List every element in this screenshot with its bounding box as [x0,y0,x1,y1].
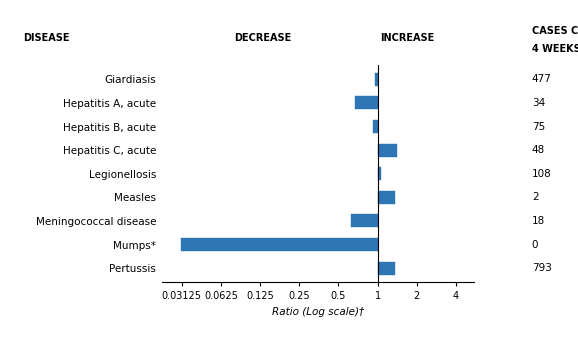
Text: 75: 75 [532,122,545,131]
Bar [373,120,377,133]
Text: INCREASE: INCREASE [380,33,435,43]
Bar [377,144,397,157]
Text: DISEASE: DISEASE [23,33,69,43]
X-axis label: Ratio (Log scale)†: Ratio (Log scale)† [272,307,364,317]
Text: 793: 793 [532,263,551,273]
Text: 2: 2 [532,192,538,202]
Text: 0: 0 [532,240,538,249]
Text: 34: 34 [532,98,545,108]
Text: 48: 48 [532,145,545,155]
Bar [375,73,377,86]
Text: 18: 18 [532,216,545,226]
Bar [181,238,377,251]
Bar [351,214,377,227]
Bar [377,191,395,204]
Text: 4 WEEKS: 4 WEEKS [532,44,578,54]
Text: 108: 108 [532,169,551,179]
Text: CASES CURRENT: CASES CURRENT [532,26,578,36]
Bar [377,167,381,180]
Text: 477: 477 [532,74,551,84]
Bar [377,262,395,275]
Text: DECREASE: DECREASE [234,33,291,43]
Bar [355,96,377,109]
